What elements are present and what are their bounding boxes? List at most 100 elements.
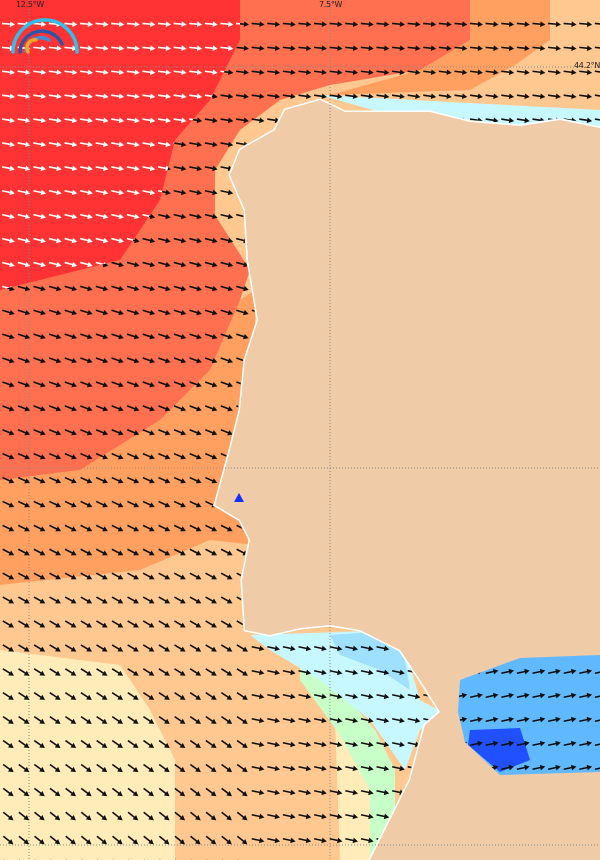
direction-arrow-icon	[469, 69, 483, 76]
direction-arrow-icon	[235, 213, 249, 220]
direction-arrow-icon	[547, 117, 561, 124]
direction-arrow-icon	[376, 165, 390, 172]
direction-arrow-icon	[313, 21, 327, 27]
direction-arrow-icon	[329, 93, 343, 100]
direction-arrow-icon	[579, 21, 593, 27]
direction-arrow-icon	[469, 93, 483, 100]
direction-arrow-icon	[313, 189, 327, 196]
direction-arrow-icon	[267, 21, 281, 27]
direction-arrow-icon	[594, 22, 600, 26]
direction-arrow-icon	[454, 45, 468, 51]
direction-arrow-icon	[282, 93, 296, 100]
direction-arrow-icon	[547, 189, 561, 196]
direction-arrow-icon	[235, 117, 249, 124]
direction-arrow-icon	[547, 141, 561, 148]
direction-arrow-icon	[516, 93, 530, 100]
direction-arrow-icon	[282, 165, 296, 172]
direction-arrow-icon	[454, 69, 468, 76]
direction-arrow-icon	[485, 45, 499, 51]
direction-arrow-icon	[313, 117, 327, 124]
direction-arrow-icon	[298, 21, 312, 27]
direction-arrow-icon	[345, 213, 359, 220]
direction-arrow-icon	[438, 69, 452, 76]
direction-arrow-icon	[360, 189, 374, 196]
direction-arrow-icon	[469, 141, 483, 148]
direction-arrow-icon	[251, 21, 265, 27]
direction-arrow-icon	[235, 141, 249, 148]
direction-arrow-icon	[423, 165, 437, 172]
direction-arrow-icon	[360, 213, 374, 220]
direction-arrow-icon	[313, 69, 327, 76]
direction-arrow-icon	[282, 213, 296, 220]
direction-arrow-icon	[438, 117, 452, 124]
direction-arrow-icon	[391, 93, 405, 100]
direction-arrow-icon	[189, 165, 203, 172]
direction-arrow-icon	[298, 141, 312, 148]
direction-arrow-icon	[345, 93, 359, 100]
direction-arrow-icon	[329, 141, 343, 148]
direction-arrow-icon	[360, 45, 374, 51]
direction-arrow-icon	[329, 69, 343, 76]
direction-arrow-icon	[501, 69, 515, 76]
direction-arrow-icon	[360, 165, 374, 172]
direction-arrow-icon	[251, 45, 265, 51]
direction-arrow-icon	[267, 45, 281, 51]
direction-arrow-icon	[298, 69, 312, 76]
direction-arrow-icon	[173, 165, 187, 172]
direction-arrow-icon	[360, 93, 374, 100]
direction-arrow-icon	[391, 141, 405, 148]
direction-arrow-icon	[501, 93, 515, 100]
direction-arrow-icon	[235, 45, 249, 51]
direction-arrow-icon	[454, 213, 468, 220]
direction-arrow-icon	[485, 165, 499, 172]
direction-arrow-icon	[485, 141, 499, 148]
direction-arrow-icon	[563, 165, 577, 172]
direction-arrow-icon	[220, 213, 234, 220]
direction-arrow-icon	[516, 165, 530, 172]
direction-arrow-icon	[438, 93, 452, 100]
direction-arrow-icon	[516, 141, 530, 148]
direction-arrow-icon	[563, 141, 577, 148]
direction-arrow-icon	[407, 189, 421, 196]
direction-arrow-icon	[516, 117, 530, 124]
direction-arrow-icon	[485, 21, 499, 27]
direction-arrow-icon	[220, 93, 234, 100]
direction-arrow-icon	[407, 93, 421, 100]
direction-arrow-icon	[594, 94, 600, 98]
direction-arrow-icon	[298, 93, 312, 100]
direction-arrow-icon	[563, 189, 577, 196]
direction-arrow-icon	[204, 165, 218, 172]
lon-label-12-5w: 12.5°W	[16, 0, 44, 9]
direction-arrow-icon	[251, 189, 265, 196]
direction-arrow-icon	[220, 165, 234, 172]
direction-arrow-icon	[407, 213, 421, 220]
direction-arrow-icon	[267, 213, 281, 220]
direction-arrow-icon	[438, 45, 452, 51]
direction-arrow-icon	[454, 21, 468, 27]
direction-arrow-icon	[423, 69, 437, 76]
direction-arrow-icon	[469, 189, 483, 196]
direction-arrow-icon	[516, 21, 530, 27]
direction-arrow-icon	[516, 45, 530, 51]
direction-arrow-icon	[251, 117, 265, 124]
direction-arrow-icon	[360, 21, 374, 27]
direction-arrow-icon	[485, 93, 499, 100]
direction-arrow-icon	[298, 45, 312, 51]
direction-arrow-icon	[391, 45, 405, 51]
direction-arrow-icon	[563, 93, 577, 100]
direction-arrow-icon	[220, 189, 234, 196]
direction-arrow-icon	[579, 117, 593, 124]
direction-arrow-icon	[469, 45, 483, 51]
direction-arrow-icon	[438, 213, 452, 220]
direction-arrow-icon	[204, 141, 218, 148]
direction-arrow-icon	[532, 45, 546, 51]
direction-arrow-icon	[313, 93, 327, 100]
direction-arrow-icon	[376, 141, 390, 148]
direction-arrow-icon	[579, 45, 593, 51]
direction-arrow-icon	[220, 117, 234, 124]
direction-arrow-icon	[454, 117, 468, 124]
direction-arrow-icon	[501, 189, 515, 196]
direction-arrow-icon	[345, 165, 359, 172]
direction-arrow-icon	[532, 165, 546, 172]
